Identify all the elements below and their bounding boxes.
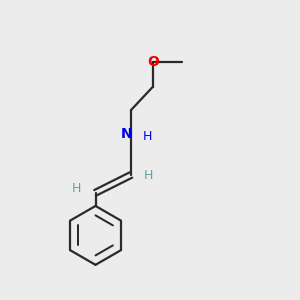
Text: H: H bbox=[144, 169, 153, 182]
Text: O: O bbox=[147, 55, 159, 69]
Text: N: N bbox=[121, 127, 132, 141]
Text: H: H bbox=[72, 182, 81, 195]
Text: H: H bbox=[142, 130, 152, 143]
